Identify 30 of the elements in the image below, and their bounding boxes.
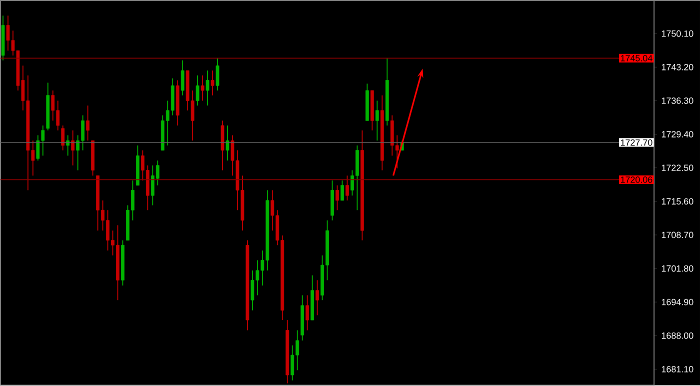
candlestick [316, 280, 319, 316]
candlestick [196, 75, 200, 106]
candlestick [346, 175, 349, 201]
candlestick [340, 180, 344, 201]
candlestick [336, 185, 339, 211]
ref-line-label: 1745.04 [620, 55, 652, 62]
candlestick [71, 130, 75, 166]
candlestick [226, 125, 230, 162]
y-tick-label: 1736.30 [662, 98, 694, 104]
y-tick-label: 1681.10 [662, 366, 694, 372]
y-tick-label: 1701.80 [662, 265, 694, 272]
y-tick-label: 1750.10 [662, 30, 694, 37]
candlestick [180, 60, 184, 96]
ref-line-label: 1727.70 [620, 139, 652, 146]
y-tick-label: 1694.90 [662, 299, 694, 306]
y-tick-label: 1688.00 [662, 332, 694, 339]
y-tick-label: 1743.20 [662, 64, 694, 70]
candlestick [206, 70, 210, 106]
ref-line-label: 1720.06 [620, 176, 652, 183]
y-tick-label: 1715.60 [662, 198, 694, 205]
candlestick [216, 58, 220, 92]
candlestick [375, 100, 379, 142]
candlestick [61, 125, 65, 151]
y-tick-label: 1722.50 [662, 164, 694, 172]
y-tick-label: 1729.40 [662, 131, 694, 138]
candlestick [210, 70, 214, 96]
candlestick [200, 75, 204, 102]
candlestick [306, 294, 310, 331]
candlestick [86, 105, 90, 142]
y-tick-label: 1708.70 [662, 232, 694, 238]
